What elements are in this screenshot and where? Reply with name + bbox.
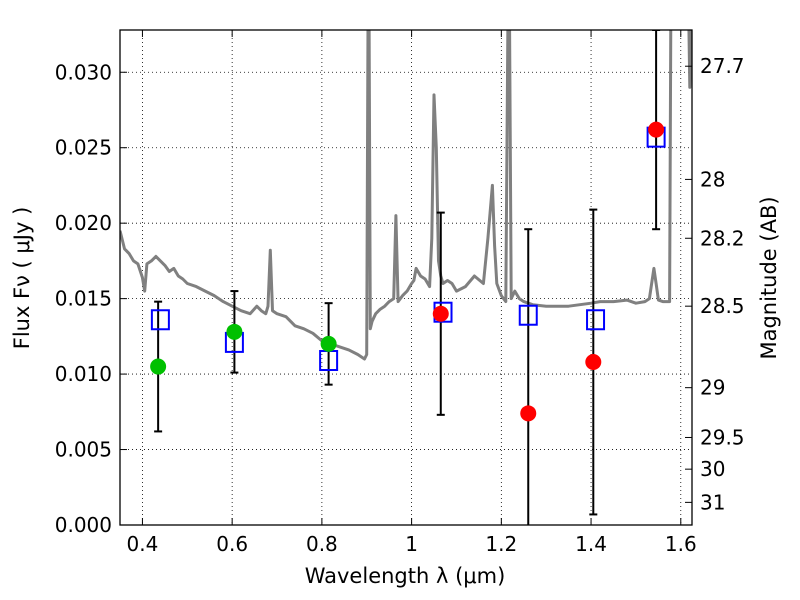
- x-tick-label: 0.8: [306, 532, 338, 556]
- y-tick-label: 0.025: [55, 136, 112, 160]
- green-data-point: [320, 335, 337, 352]
- right-y-tick-label: 28.5: [700, 294, 745, 318]
- right-y-tick-label: 31: [700, 490, 725, 514]
- y-tick-label: 0.030: [55, 60, 112, 84]
- x-tick-label: 1: [405, 532, 418, 556]
- model-square-point: [586, 309, 606, 331]
- green-data-point: [226, 323, 243, 340]
- right-y-tick-label: 27.7: [700, 54, 745, 78]
- right-y-tick-label: 28: [700, 167, 725, 191]
- x-tick-label: 0.4: [127, 532, 159, 556]
- right-y-tick-label: 28.2: [700, 226, 745, 250]
- right-y-axis-label: Magnitude (AB): [757, 196, 781, 359]
- x-tick-label: 1.2: [485, 532, 517, 556]
- y-tick-label: 0.015: [55, 287, 112, 311]
- ticks-layer: 0.4 0.6 0.8 1 1.2 1.4 1.6 0.000 0.005 0.010 0.015 0…: [55, 30, 745, 556]
- red-data-point: [648, 121, 665, 138]
- errorbar-layer: [154, 30, 661, 525]
- red-data-point: [585, 354, 602, 371]
- red-data-point: [432, 305, 449, 322]
- y-tick-label: 0.010: [55, 362, 112, 386]
- points-layer: [150, 121, 666, 422]
- sed-layer: [120, 30, 692, 361]
- y-tick-label: 0.020: [55, 211, 112, 235]
- x-axis-label: Wavelength λ (μm): [305, 564, 506, 588]
- right-y-tick-label: 29: [700, 376, 725, 400]
- model-square-point: [150, 309, 170, 331]
- x-tick-label: 1.4: [575, 532, 607, 556]
- plot-frame: [119, 29, 693, 526]
- right-y-tick-label: 30: [700, 457, 725, 481]
- model-square-point: [518, 304, 538, 326]
- x-tick-label: 1.6: [665, 532, 697, 556]
- y-tick-label: 0.005: [55, 438, 112, 462]
- x-tick-label: 0.6: [216, 532, 248, 556]
- grid-layer: [120, 30, 692, 526]
- y-axis-label: Flux Fν ( μJy ): [10, 207, 34, 350]
- green-data-point: [150, 358, 167, 375]
- right-y-tick-label: 29.5: [700, 425, 745, 449]
- red-data-point: [520, 405, 537, 422]
- y-tick-label: 0.000: [55, 513, 112, 537]
- sed-spectrum-line: [120, 30, 692, 361]
